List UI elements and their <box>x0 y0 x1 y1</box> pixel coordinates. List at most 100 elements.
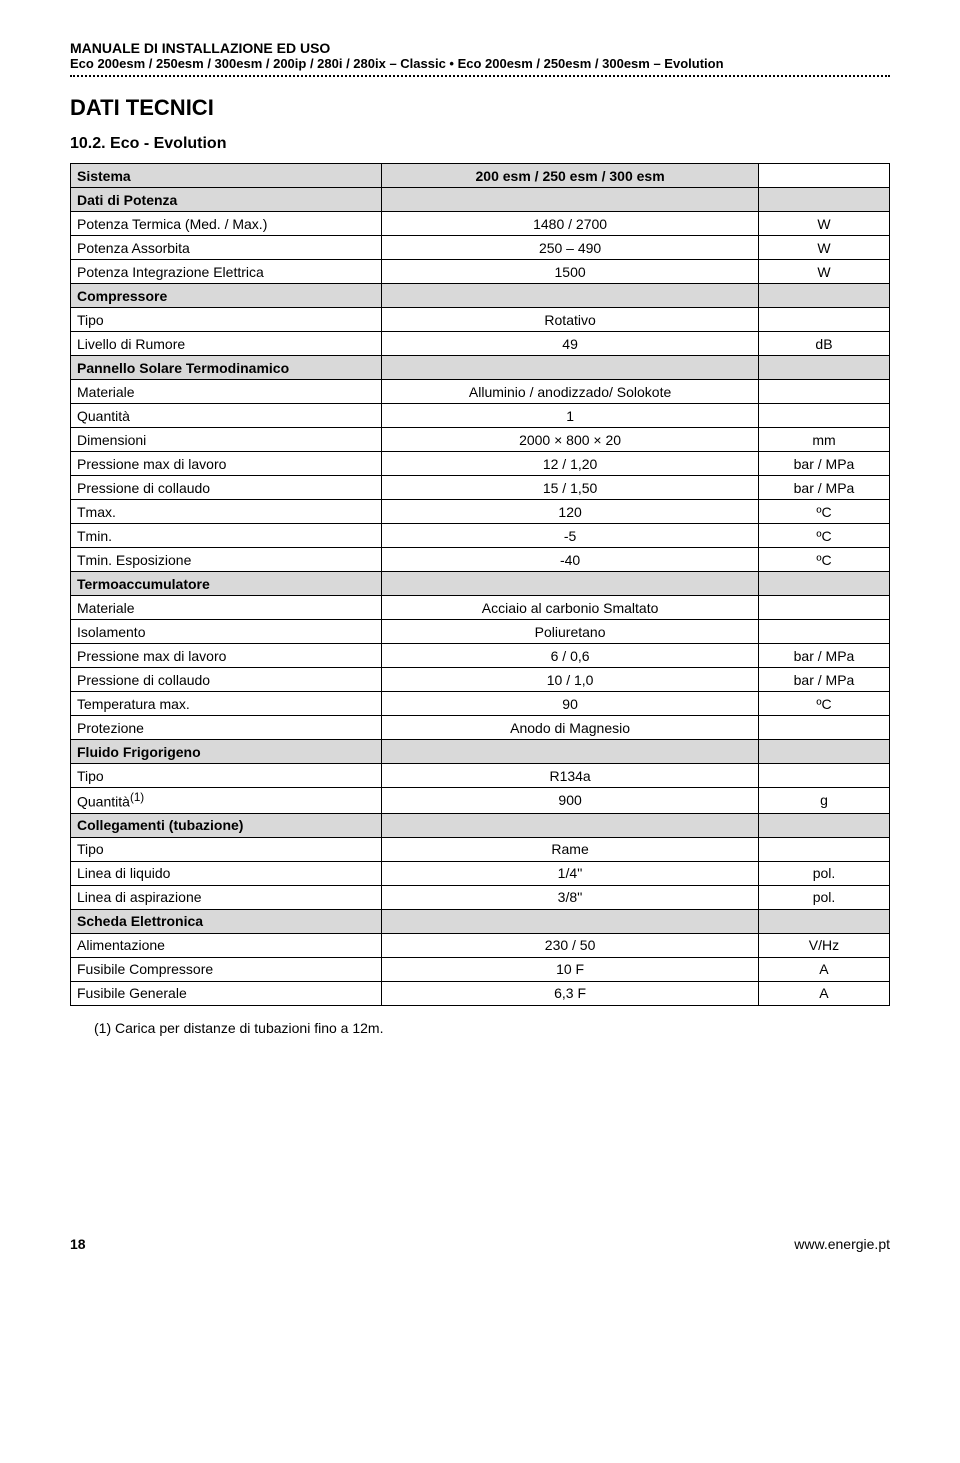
row-value: 3/8'' <box>382 885 759 909</box>
row-unit: bar / MPa <box>758 668 889 692</box>
row-label: Linea di aspirazione <box>71 885 382 909</box>
row-value: 2000 × 800 × 20 <box>382 428 759 452</box>
row-unit: bar / MPa <box>758 476 889 500</box>
row-unit <box>758 596 889 620</box>
row-value: 1/4'' <box>382 861 759 885</box>
table-row: Pressione di collaudo10 / 1,0bar / MPa <box>71 668 890 692</box>
group-unit <box>758 284 889 308</box>
group-label: Scheda Elettronica <box>71 909 382 933</box>
row-unit: A <box>758 981 889 1005</box>
group-value <box>382 909 759 933</box>
sub-heading: 10.2. Eco - Evolution <box>70 135 890 153</box>
table-group-row: Pannello Solare Termodinamico <box>71 356 890 380</box>
table-row: Fusibile Generale6,3 FA <box>71 981 890 1005</box>
table-row: TipoR134a <box>71 764 890 788</box>
footer-url: www.energie.pt <box>794 1236 890 1252</box>
table-group-row: Fluido Frigorigeno <box>71 740 890 764</box>
table-row: TipoRame <box>71 837 890 861</box>
row-label: Pressione di collaudo <box>71 668 382 692</box>
row-value: 12 / 1,20 <box>382 452 759 476</box>
group-label: Termoaccumulatore <box>71 572 382 596</box>
row-value: 10 / 1,0 <box>382 668 759 692</box>
table-group-row: Collegamenti (tubazione) <box>71 813 890 837</box>
table-row: TipoRotativo <box>71 308 890 332</box>
row-unit: V/Hz <box>758 933 889 957</box>
table-row: Tmin. Esposizione-40ºC <box>71 548 890 572</box>
row-unit: A <box>758 957 889 981</box>
row-unit: g <box>758 788 889 814</box>
row-value: 6 / 0,6 <box>382 644 759 668</box>
row-unit: ºC <box>758 524 889 548</box>
table-row: Livello di Rumore49dB <box>71 332 890 356</box>
group-value <box>382 188 759 212</box>
table-row: Potenza Termica (Med. / Max.)1480 / 2700… <box>71 212 890 236</box>
table-row: IsolamentoPoliuretano <box>71 620 890 644</box>
header-separator <box>70 75 890 77</box>
row-unit: ºC <box>758 692 889 716</box>
row-unit: dB <box>758 332 889 356</box>
table-row: Pressione max di lavoro12 / 1,20bar / MP… <box>71 452 890 476</box>
table-row: Dimensioni2000 × 800 × 20mm <box>71 428 890 452</box>
row-label: Temperatura max. <box>71 692 382 716</box>
table-row: Pressione max di lavoro6 / 0,6bar / MPa <box>71 644 890 668</box>
row-unit <box>758 404 889 428</box>
table-row: Quantità1 <box>71 404 890 428</box>
table-row: Fusibile Compressore10 FA <box>71 957 890 981</box>
table-row: Tmin.-5ºC <box>71 524 890 548</box>
group-unit <box>758 813 889 837</box>
row-value: 15 / 1,50 <box>382 476 759 500</box>
row-value: 6,3 F <box>382 981 759 1005</box>
row-label: Dimensioni <box>71 428 382 452</box>
row-label: Potenza Integrazione Elettrica <box>71 260 382 284</box>
row-label: Tipo <box>71 837 382 861</box>
row-value: -5 <box>382 524 759 548</box>
table-row: Temperatura max.90ºC <box>71 692 890 716</box>
row-unit: mm <box>758 428 889 452</box>
row-unit <box>758 620 889 644</box>
row-label: Protezione <box>71 716 382 740</box>
group-label: Dati di Potenza <box>71 188 382 212</box>
row-value: 900 <box>382 788 759 814</box>
row-value: Anodo di Magnesio <box>382 716 759 740</box>
row-label: Tmin. Esposizione <box>71 548 382 572</box>
row-unit: W <box>758 236 889 260</box>
row-value: -40 <box>382 548 759 572</box>
row-label: Tmax. <box>71 500 382 524</box>
row-label: Tipo <box>71 764 382 788</box>
row-label: Isolamento <box>71 620 382 644</box>
row-label: Fusibile Compressore <box>71 957 382 981</box>
row-label: Alimentazione <box>71 933 382 957</box>
row-label: Materiale <box>71 596 382 620</box>
table-row: Alimentazione230 / 50V/Hz <box>71 933 890 957</box>
table-row: MaterialeAlluminio / anodizzado/ Solokot… <box>71 380 890 404</box>
group-value <box>382 284 759 308</box>
table-group-row: Scheda Elettronica <box>71 909 890 933</box>
row-value: Acciaio al carbonio Smaltato <box>382 596 759 620</box>
table-row: Tmax.120ºC <box>71 500 890 524</box>
group-unit <box>758 572 889 596</box>
row-label: Livello di Rumore <box>71 332 382 356</box>
table-row: Potenza Integrazione Elettrica1500W <box>71 260 890 284</box>
row-label: Fusibile Generale <box>71 981 382 1005</box>
row-unit: bar / MPa <box>758 644 889 668</box>
row-value: 49 <box>382 332 759 356</box>
row-unit <box>758 308 889 332</box>
row-label: Pressione di collaudo <box>71 476 382 500</box>
row-label: Pressione max di lavoro <box>71 644 382 668</box>
row-unit: W <box>758 212 889 236</box>
row-label: Tmin. <box>71 524 382 548</box>
row-value: Rame <box>382 837 759 861</box>
row-unit <box>758 716 889 740</box>
footnote: (1) Carica per distanze di tubazioni fin… <box>94 1020 890 1036</box>
table-header-unit <box>758 164 889 188</box>
row-unit <box>758 764 889 788</box>
row-unit: W <box>758 260 889 284</box>
table-row: Linea di aspirazione3/8''pol. <box>71 885 890 909</box>
table-group-row: Termoaccumulatore <box>71 572 890 596</box>
group-label: Fluido Frigorigeno <box>71 740 382 764</box>
header-title: MANUALE DI INSTALLAZIONE ED USO <box>70 40 890 56</box>
table-row: Pressione di collaudo15 / 1,50bar / MPa <box>71 476 890 500</box>
spec-table: Sistema200 esm / 250 esm / 300 esmDati d… <box>70 163 890 1006</box>
row-unit: pol. <box>758 861 889 885</box>
document-header: MANUALE DI INSTALLAZIONE ED USO Eco 200e… <box>70 40 890 71</box>
